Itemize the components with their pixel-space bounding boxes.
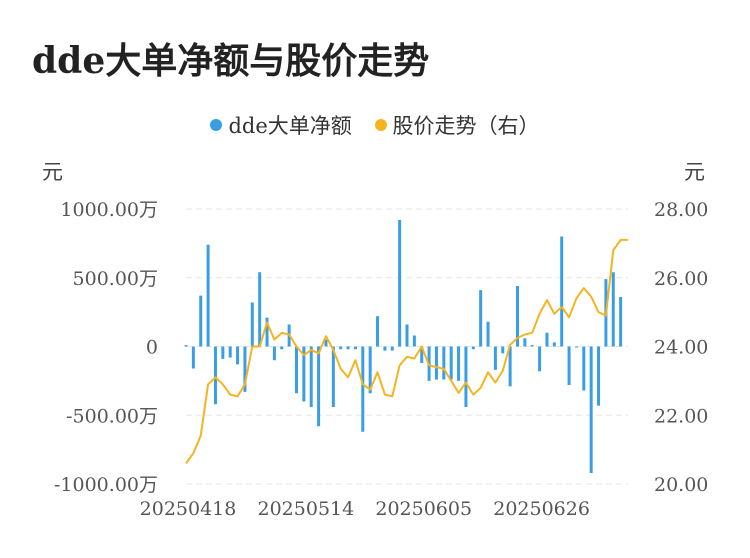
right-tick-label: 22.00 bbox=[654, 405, 708, 427]
legend-dot-dde bbox=[210, 119, 223, 131]
legend-label-dde: dde大单净额 bbox=[228, 114, 352, 138]
left-axis-ticks: 1000.00万 500.00万 0 -500.00万 -1000.00万 bbox=[54, 199, 158, 496]
dde-bar bbox=[611, 272, 615, 347]
legend-item-dde[interactable]: dde大单净额 bbox=[210, 110, 352, 140]
dde-bar bbox=[434, 346, 438, 380]
dde-bar bbox=[221, 346, 225, 359]
dde-bar bbox=[390, 346, 394, 351]
x-tick-label: 20250626 bbox=[493, 498, 590, 520]
legend-item-price[interactable]: 股价走势（右） bbox=[374, 110, 540, 140]
dde-bar bbox=[250, 302, 254, 347]
dde-bar bbox=[420, 346, 424, 363]
dde-bar bbox=[471, 346, 475, 350]
left-tick-label: 1000.00万 bbox=[60, 199, 158, 221]
dde-bar bbox=[567, 346, 571, 385]
dde-bar bbox=[493, 346, 497, 370]
dde-bar bbox=[516, 286, 519, 347]
dde-bar bbox=[213, 346, 217, 405]
legend-label-price: 股价走势（右） bbox=[392, 114, 540, 138]
x-tick-label: 20250605 bbox=[375, 498, 472, 520]
dde-bar bbox=[258, 272, 262, 347]
dde-bar bbox=[442, 346, 446, 380]
dde-bar bbox=[295, 346, 298, 394]
dde-bar bbox=[353, 346, 357, 350]
right-axis-ticks: 28.00 26.00 24.00 22.00 20.00 bbox=[654, 199, 708, 496]
dde-bar bbox=[280, 346, 284, 350]
legend: dde大单净额 股价走势（右） bbox=[0, 110, 750, 140]
dde-bar bbox=[589, 346, 593, 473]
left-tick-label: 0 bbox=[146, 337, 158, 359]
dde-bar bbox=[501, 346, 505, 354]
dde-bar bbox=[530, 345, 534, 347]
dde-bar bbox=[464, 346, 468, 407]
dde-bar bbox=[206, 244, 210, 347]
dde-bar bbox=[574, 346, 578, 348]
dde-bar bbox=[184, 345, 188, 347]
dde-bar bbox=[486, 321, 490, 347]
legend-dot-price bbox=[374, 119, 387, 131]
dde-bar bbox=[331, 346, 335, 407]
right-tick-label: 26.00 bbox=[654, 268, 708, 290]
dde-bar bbox=[508, 346, 512, 387]
dde-bar bbox=[324, 339, 328, 347]
dde-bar bbox=[405, 324, 409, 347]
x-axis-ticks: 20250418 20250514 20250605 20250626 bbox=[140, 498, 590, 520]
dde-bar bbox=[560, 236, 564, 347]
dde-bar bbox=[538, 346, 542, 372]
dde-bar bbox=[243, 346, 247, 392]
dde-bar bbox=[309, 346, 313, 407]
dde-bar bbox=[236, 346, 240, 365]
left-axis-unit: 元 bbox=[42, 160, 63, 184]
dde-bar bbox=[582, 346, 586, 391]
dde-bar bbox=[412, 335, 416, 347]
dde-bar bbox=[545, 332, 549, 347]
right-tick-label: 24.00 bbox=[654, 337, 708, 359]
dde-bar bbox=[272, 346, 276, 361]
dde-bar bbox=[228, 346, 232, 358]
right-axis-unit: 元 bbox=[684, 160, 705, 184]
x-tick-label: 20250418 bbox=[140, 498, 237, 520]
left-tick-label: 500.00万 bbox=[73, 268, 158, 290]
dde-bar bbox=[361, 346, 365, 432]
dde-bar bbox=[552, 342, 556, 347]
dde-bar bbox=[265, 317, 269, 347]
dde-bar bbox=[597, 346, 601, 406]
line-series-price bbox=[185, 238, 628, 464]
right-tick-label: 20.00 bbox=[654, 474, 708, 496]
left-tick-label: -500.00万 bbox=[66, 405, 158, 427]
dde-bar bbox=[449, 346, 453, 380]
chart-title: dde大单净额与股价走势 bbox=[32, 40, 430, 82]
dde-bar bbox=[199, 295, 203, 347]
dde-bar bbox=[479, 290, 483, 347]
dde-bar bbox=[523, 338, 527, 347]
dde-bar bbox=[302, 346, 306, 402]
dde-bar bbox=[339, 346, 343, 350]
dde-bar bbox=[457, 346, 461, 381]
dde-bar bbox=[346, 346, 350, 350]
dde-bar bbox=[376, 316, 380, 347]
dde-bar bbox=[398, 220, 402, 347]
dde-bar bbox=[383, 346, 387, 351]
price-line bbox=[185, 238, 628, 464]
dde-bar bbox=[317, 346, 321, 427]
x-tick-label: 20250514 bbox=[258, 498, 355, 520]
left-tick-label: -1000.00万 bbox=[54, 474, 158, 496]
right-tick-label: 28.00 bbox=[654, 199, 708, 221]
dde-bar bbox=[619, 297, 623, 347]
dde-bar bbox=[368, 346, 372, 394]
dde-bar bbox=[191, 346, 195, 369]
